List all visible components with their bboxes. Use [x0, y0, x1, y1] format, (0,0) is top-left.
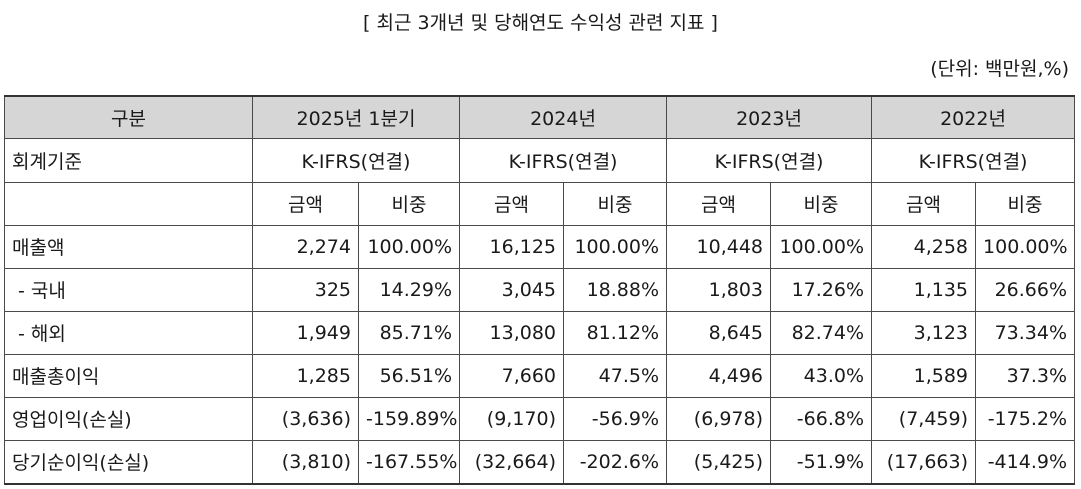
row-label: 당기순이익(손실) [4, 439, 253, 485]
amount-cell: 2,274 [252, 224, 359, 269]
table-row: 영업이익(손실) (3,636) -159.89% (9,170) -56.9% (6,9… [4, 396, 1076, 441]
amount-cell: 8,645 [666, 310, 772, 355]
ratio-cell: 73.34% [975, 310, 1076, 355]
standard-value: K-IFRS(연결) [459, 137, 668, 183]
amount-cell: 1,285 [252, 353, 359, 398]
ratio-header: 비중 [770, 181, 873, 226]
amount-header: 금액 [871, 181, 977, 226]
row-label: - 해외 [4, 310, 253, 355]
table-row: 매출액 2,274 100.00% 16,125 100.00% 10,448 100.00… [4, 224, 1076, 269]
ratio-cell: -51.9% [770, 439, 873, 485]
ratio-cell: 18.88% [563, 267, 668, 312]
ratio-header: 비중 [975, 181, 1076, 226]
row-label: 매출총이익 [4, 353, 253, 398]
ratio-cell: 37.3% [975, 353, 1076, 398]
ratio-cell: -56.9% [563, 396, 668, 441]
table-title: [ 최근 3개년 및 당해연도 수익성 관련 지표 ] [363, 12, 718, 34]
subheader-row: 금액 비중 금액 비중 금액 비중 금액 비중 [4, 181, 1076, 226]
row-label: 영업이익(손실) [4, 396, 253, 441]
ratio-cell: 26.66% [975, 267, 1076, 312]
row-label: - 국내 [4, 267, 253, 312]
header-period: 2023년 [666, 95, 873, 139]
amount-header: 금액 [666, 181, 772, 226]
ratio-cell: 81.12% [563, 310, 668, 355]
row-label [4, 181, 253, 226]
ratio-header: 비중 [563, 181, 668, 226]
table-row: - 국내 325 14.29% 3,045 18.88% 1,803 17.26% 1,135… [4, 267, 1076, 312]
amount-cell: 7,660 [459, 353, 565, 398]
amount-cell: 4,496 [666, 353, 772, 398]
ratio-cell: -414.9% [975, 439, 1076, 485]
ratio-header: 비중 [357, 181, 461, 226]
ratio-cell: 100.00% [975, 224, 1076, 269]
standard-value: K-IFRS(연결) [871, 137, 1076, 183]
amount-cell: 16,125 [459, 224, 565, 269]
row-label: 매출액 [4, 224, 253, 269]
table-row: 매출총이익 1,285 56.51% 7,660 47.5% 4,496 43.0% 1,58… [4, 353, 1076, 398]
ratio-cell: -66.8% [770, 396, 873, 441]
table-row: - 해외 1,949 85.71% 13,080 81.12% 8,645 82.74% 3,… [4, 310, 1076, 355]
amount-cell: (9,170) [459, 396, 565, 441]
amount-cell: (7,459) [871, 396, 977, 441]
amount-cell: 1,949 [252, 310, 359, 355]
header-period: 2022년 [871, 95, 1076, 139]
amount-cell: (3,810) [252, 439, 359, 485]
header-row: 구분 2025년 1분기 2024년 2023년 2022년 [4, 95, 1076, 139]
table-row: 당기순이익(손실) (3,810) -167.55% (32,664) -202.6%(… [4, 439, 1076, 485]
ratio-cell: 47.5% [563, 353, 668, 398]
ratio-cell: -159.89% [357, 396, 461, 441]
ratio-cell: 14.29% [357, 267, 461, 312]
amount-cell: (5,425) [666, 439, 772, 485]
amount-cell: 1,589 [871, 353, 977, 398]
standard-value: K-IFRS(연결) [666, 137, 873, 183]
amount-cell: 4,258 [871, 224, 977, 269]
amount-cell: 3,045 [459, 267, 565, 312]
standard-row: 회계기준 K-IFRS(연결) K-IFRS(연결) K-IFRS(연결) K-… [4, 137, 1076, 183]
ratio-cell: 100.00% [770, 224, 873, 269]
ratio-cell: 100.00% [563, 224, 668, 269]
amount-cell: (3,636) [252, 396, 359, 441]
header-period: 2025년 1분기 [251, 95, 461, 139]
amount-cell: (17,663) [871, 439, 977, 485]
ratio-cell: 82.74% [770, 310, 873, 355]
row-label: 회계기준 [4, 137, 253, 183]
ratio-cell: 43.0% [770, 353, 873, 398]
amount-cell: 325 [252, 267, 359, 312]
amount-header: 금액 [459, 181, 565, 226]
ratio-cell: 100.00% [357, 224, 461, 269]
amount-cell: (32,664) [459, 439, 565, 485]
amount-cell: 3,123 [871, 310, 977, 355]
ratio-cell: 85.71% [357, 310, 461, 355]
amount-cell: 1,135 [871, 267, 977, 312]
profitability-table: 구분 2025년 1분기 2024년 2023년 2022년 회계기준 K-IF… [4, 95, 1076, 485]
header-category: 구분 [4, 95, 253, 139]
ratio-cell: -175.2% [975, 396, 1076, 441]
header-period: 2024년 [459, 95, 668, 139]
ratio-cell: -167.55% [357, 439, 461, 485]
ratio-cell: 56.51% [357, 353, 461, 398]
ratio-cell: 17.26% [770, 267, 873, 312]
amount-cell: 1,803 [666, 267, 772, 312]
amount-cell: 10,448 [666, 224, 772, 269]
amount-header: 금액 [252, 181, 359, 226]
unit-note: (단위: 백만원,%) [930, 58, 1069, 80]
amount-cell: (6,978) [666, 396, 772, 441]
amount-cell: 13,080 [459, 310, 565, 355]
standard-value: K-IFRS(연결) [251, 137, 461, 183]
ratio-cell: -202.6% [563, 439, 668, 485]
